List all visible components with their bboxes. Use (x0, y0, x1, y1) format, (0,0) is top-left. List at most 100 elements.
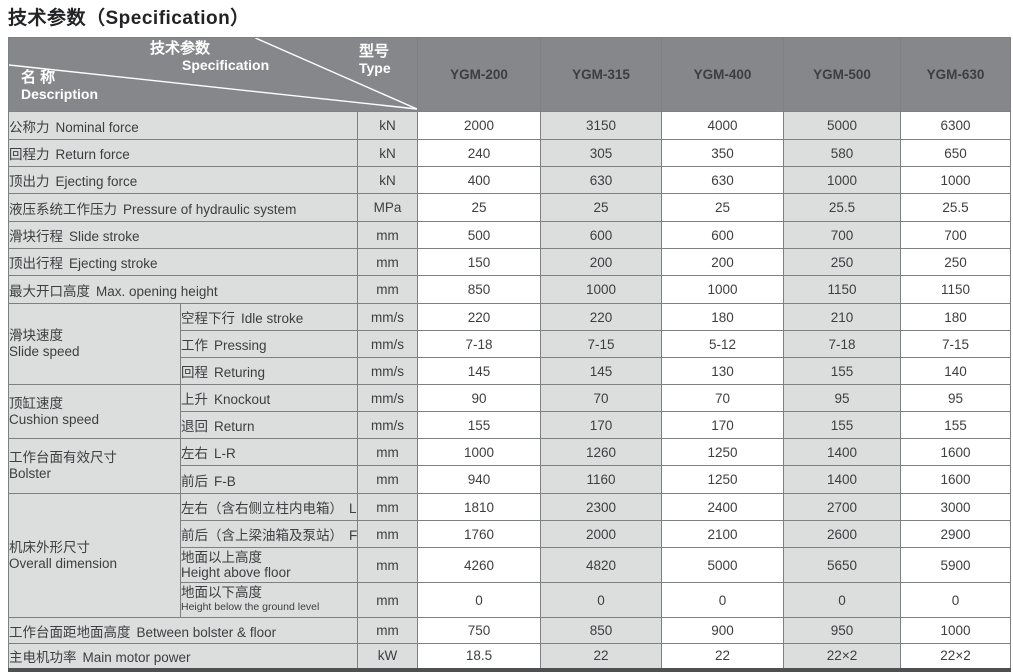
sub-label-en: Pressing (214, 338, 267, 353)
group-label-en: Cushion speed (9, 411, 100, 427)
value-cell: 700 (783, 221, 902, 249)
corner-name-label-zh: 名 称 (21, 69, 56, 86)
param-label-zh: 回程力 (9, 147, 50, 162)
param-label-en: Pressure of hydraulic system (123, 201, 297, 217)
table-row: 滑块行程 Slide stroke mm 500 600 600 700 700 (8, 221, 1012, 249)
value-cell: 7-18 (783, 330, 902, 358)
table-corner-cell: 技术参数 Specification 名 称 Description 型号 Ty… (7, 37, 419, 112)
param-sub-cell: 上升 Knockout (180, 384, 358, 412)
value-cell: 5650 (783, 547, 902, 583)
value-cell: 155 (417, 411, 542, 439)
value-cell: 1150 (900, 275, 1012, 304)
value-cell: 350 (661, 139, 785, 167)
value-cell: 1400 (783, 465, 902, 494)
value-cell: 250 (900, 248, 1012, 276)
value-cell: 900 (661, 617, 785, 644)
table-row: 回程 Returing mm/s 145 145 130 155 140 (9, 357, 1012, 385)
value-cell: 400 (417, 166, 542, 194)
unit-cell: mm/s (356, 330, 419, 358)
value-cell: 25.5 (783, 193, 902, 222)
value-cell: 2600 (783, 520, 902, 548)
value-cell: 600 (661, 221, 785, 249)
value-cell: 170 (540, 411, 663, 439)
sub-label-en: Height above floor (181, 565, 291, 580)
table-row: 液压系统工作压力 Pressure of hydraulic system MPa 2… (8, 193, 1012, 222)
param-label-zh: 顶出行程 (9, 256, 64, 271)
group-label-zh: 滑块速度 (9, 328, 64, 343)
value-cell: 3150 (540, 111, 663, 140)
value-cell: 155 (783, 357, 902, 385)
param-label-en: Ejecting force (55, 174, 138, 189)
value-cell: 95 (783, 384, 902, 412)
corner-spec-label-en: Specification (182, 57, 270, 73)
value-cell: 145 (540, 357, 663, 385)
unit-cell: mm (356, 520, 419, 548)
param-sub-cell: 前后 F-B (180, 465, 358, 494)
table-row: 公称力 Nominal force kN 2000 3150 4000 5000 6300 (8, 111, 1012, 140)
table-row: 退回 Return mm/s 155 170 170 155 155 (9, 411, 1012, 439)
unit-cell: mm (356, 582, 419, 618)
param-label-cell: 滑块行程 Slide stroke (8, 221, 358, 249)
table-row: 回程力 Return force kN 240 305 350 580 650 (8, 139, 1012, 167)
table-row: 工作台面有效尺寸 Bolster 左右 L-R mm 1000 1260 1250 1400 16… (8, 438, 1012, 494)
param-sub-cell: 工作 Pressing (180, 330, 358, 358)
sub-label-zh: 工作 (181, 338, 209, 353)
value-cell: 0 (783, 582, 902, 618)
value-cell: 140 (900, 357, 1012, 385)
value-cell: 7-15 (900, 330, 1012, 358)
sub-label-zh: 地面以下高度 (181, 585, 263, 600)
param-label-cell: 顶出力 Ejecting force (8, 166, 358, 194)
model-column-header: YGM-315 (540, 37, 663, 112)
value-cell: 2100 (661, 520, 785, 548)
param-sub-cell: 地面以下高度 Height below the ground level (180, 582, 358, 618)
sub-label-en: Height below the ground level (181, 601, 320, 613)
param-label-cell: 液压系统工作压力 Pressure of hydraulic system (8, 193, 358, 222)
param-label-en: Max. opening height (96, 283, 218, 299)
value-cell: 70 (540, 384, 663, 412)
value-cell: 1000 (540, 275, 663, 304)
table-row: 工作台面距地面高度 Between bolster & floor mm 750 850… (8, 617, 1012, 644)
sub-label-en: Knockout (214, 392, 271, 407)
sub-label-en: Returing (214, 365, 266, 380)
corner-spec-label-zh: 技术参数 (150, 40, 211, 57)
value-cell: 5900 (900, 547, 1012, 583)
unit-cell: kN (356, 166, 419, 194)
param-label-zh: 最大开口高度 (9, 283, 91, 299)
sub-label-zh: 左右（含右侧立柱内电箱） (181, 501, 344, 516)
value-cell: 940 (417, 465, 542, 494)
value-cell: 200 (661, 248, 785, 276)
sub-label-zh: 前后 (181, 473, 209, 489)
param-label-zh: 液压系统工作压力 (9, 201, 118, 217)
unit-cell: mm/s (356, 303, 419, 331)
value-cell: 1250 (661, 438, 785, 466)
value-cell: 22 (540, 643, 663, 670)
value-cell: 130 (661, 357, 785, 385)
sub-label-en: F-B (214, 473, 236, 489)
param-label-en: Ejecting stroke (69, 256, 158, 271)
value-cell: 1160 (540, 465, 663, 494)
value-cell: 1000 (661, 275, 785, 304)
table-row: 前后（含上梁油箱及泵站） F-Bmm17602000210026002900 (9, 520, 1012, 548)
value-cell: 90 (417, 384, 542, 412)
param-sub-cell: 前后（含上梁油箱及泵站） F-B (180, 520, 358, 548)
unit-cell: mm (356, 275, 419, 304)
unit-cell: mm/s (356, 411, 419, 439)
value-cell: 1000 (783, 166, 902, 194)
value-cell: 70 (661, 384, 785, 412)
param-group-cell: 工作台面有效尺寸 Bolster (8, 438, 181, 494)
table-row: 最大开口高度 Max. opening height mm 850 1000 1000 11… (8, 275, 1012, 304)
group-label-en: Slide speed (9, 344, 80, 359)
value-cell: 170 (661, 411, 785, 439)
param-label-cell: 工作台面距地面高度 Between bolster & floor (8, 617, 358, 644)
specification-table: 技术参数 Specification 名 称 Description 型号 Ty… (7, 37, 1012, 672)
value-cell: 0 (540, 582, 663, 618)
value-cell: 700 (900, 221, 1012, 249)
value-cell: 1810 (417, 493, 542, 521)
table-row: 主电机功率 Main motor power kW 18.5 22 22 22×2 22×2 (8, 643, 1012, 670)
param-label-cell: 顶出行程 Ejecting stroke (8, 248, 358, 276)
corner-type-label-zh: 型号 (359, 43, 390, 60)
corner-type-label-en: Type (359, 60, 391, 76)
sub-label-zh: 退回 (181, 419, 209, 434)
value-cell: 650 (900, 139, 1012, 167)
page-title: 技术参数（Specification） (8, 8, 250, 29)
